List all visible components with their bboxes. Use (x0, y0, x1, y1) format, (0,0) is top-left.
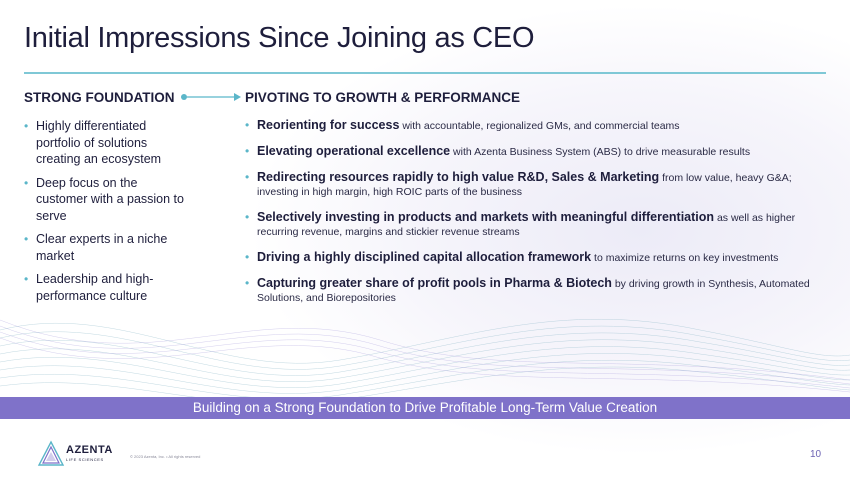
item-lead: Elevating operational excellence (257, 144, 451, 158)
item-lead: Redirecting resources rapidly to high va… (257, 170, 660, 184)
item-detail: with Azenta Business System (ABS) to dri… (450, 146, 751, 158)
azenta-logo-mark-icon (37, 440, 65, 466)
item-detail: by driving growth in Synthesis, Automate… (257, 278, 810, 304)
copyright-notice: © 2023 Azenta, Inc. • All rights reserve… (130, 454, 201, 459)
list-item: Leadership and high-performance culture (24, 271, 189, 304)
list-item: Reorienting for success with accountable… (245, 118, 820, 133)
page-number: 10 (810, 449, 822, 460)
item-detail: from low value, heavy G&A; investing in … (257, 172, 792, 198)
list-item: Deep focus on the customer with a passio… (24, 175, 189, 225)
strengths-list: Highly differentiated portfolio of solut… (24, 118, 189, 311)
arrow-connector-icon (181, 93, 241, 101)
logo-subtitle: LIFE SCIENCES (66, 457, 104, 462)
list-item: Clear experts in a niche market (24, 231, 189, 264)
list-item: Capturing greater share of profit pools … (245, 276, 820, 305)
item-detail: as well as higher recurring revenue, mar… (257, 212, 796, 238)
item-lead: Driving a highly disciplined capital all… (257, 250, 592, 264)
list-item: Elevating operational excellence with Az… (245, 144, 820, 159)
item-detail: with accountable, regionalized GMs, and … (399, 120, 680, 132)
logo-wordmark: AZENTA (66, 444, 113, 456)
page-title: Initial Impressions Since Joining as CEO (24, 22, 535, 54)
banner-text: Building on a Strong Foundation to Drive… (192, 400, 658, 415)
list-item: Selectively investing in products and ma… (245, 210, 820, 239)
item-lead: Capturing greater share of profit pools … (257, 276, 612, 290)
item-lead: Reorienting for success (257, 118, 400, 132)
azenta-logo: AZENTA LIFE SCIENCES (36, 440, 126, 470)
list-item: Driving a highly disciplined capital all… (245, 250, 820, 265)
summary-banner: Building on a Strong Foundation to Drive… (0, 397, 850, 419)
item-lead: Selectively investing in products and ma… (257, 210, 715, 224)
left-column-heading: STRONG FOUNDATION (24, 90, 175, 105)
title-divider (24, 72, 826, 74)
right-column-heading: PIVOTING TO GROWTH & PERFORMANCE (245, 90, 521, 105)
priorities-list: Reorienting for success with accountable… (245, 118, 820, 316)
item-detail: to maximize returns on key investments (591, 252, 779, 264)
list-item: Redirecting resources rapidly to high va… (245, 170, 820, 199)
list-item: Highly differentiated portfolio of solut… (24, 118, 189, 168)
